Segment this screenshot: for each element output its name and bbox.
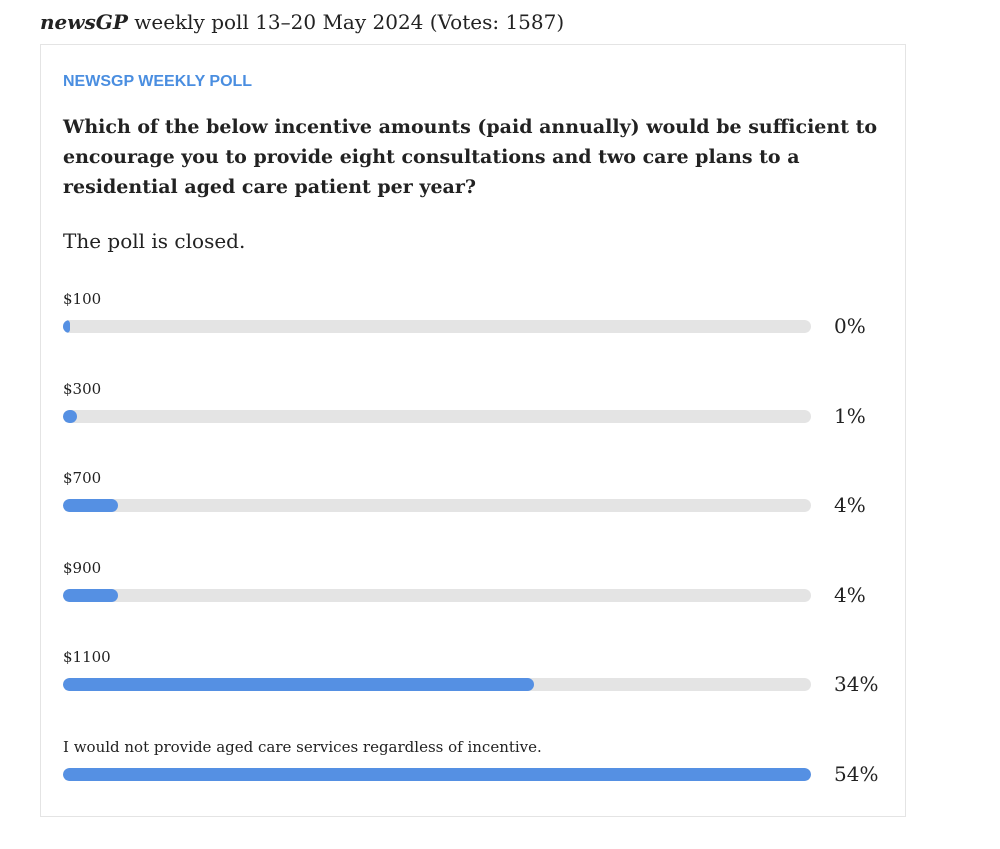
bar-track bbox=[63, 499, 811, 512]
poll-question: Which of the below incentive amounts (pa… bbox=[63, 116, 878, 198]
bar-fill bbox=[63, 767, 811, 781]
poll-label: NEWSGP WEEKLY POLL bbox=[63, 73, 253, 90]
bar-fill bbox=[63, 409, 77, 423]
brand: newsGP bbox=[40, 10, 128, 34]
option-label: $700 bbox=[63, 469, 102, 487]
bar-track bbox=[63, 320, 811, 333]
poll-title: newsGP weekly poll 13–20 May 2024 (Votes… bbox=[40, 10, 564, 34]
bar-fill bbox=[63, 588, 119, 602]
option-label: $100 bbox=[63, 290, 102, 308]
option-label: $300 bbox=[63, 379, 102, 398]
option-label: $900 bbox=[63, 558, 102, 577]
poll-option: I would not provide aged care services r… bbox=[63, 738, 883, 808]
poll-option: $1100 34% bbox=[63, 648, 883, 718]
option-percent: 34% bbox=[834, 672, 879, 696]
poll-card: NEWSGP WEEKLY POLL Which of the below in… bbox=[40, 44, 906, 817]
option-label: I would not provide aged care services r… bbox=[63, 737, 542, 756]
bar-track bbox=[63, 767, 811, 781]
poll-option: $700 4% bbox=[63, 469, 883, 539]
bar-fill bbox=[63, 499, 119, 512]
option-percent: 4% bbox=[834, 493, 866, 517]
option-label: $1100 bbox=[63, 648, 111, 666]
poll-status: The poll is closed. bbox=[63, 229, 246, 253]
poll-option: $100 0% bbox=[63, 290, 883, 360]
bar-fill bbox=[63, 678, 534, 691]
poll-option: $300 1% bbox=[63, 380, 883, 450]
option-percent: 0% bbox=[834, 314, 866, 338]
option-percent: 54% bbox=[834, 761, 879, 786]
bar-track bbox=[63, 588, 811, 602]
option-percent: 1% bbox=[834, 403, 866, 428]
poll-option: $900 4% bbox=[63, 559, 883, 629]
bar-track bbox=[63, 678, 811, 691]
bar-track bbox=[63, 409, 811, 423]
option-percent: 4% bbox=[834, 582, 866, 607]
title-text: weekly poll 13–20 May 2024 (Votes: 1587) bbox=[134, 10, 565, 34]
bar-fill bbox=[63, 320, 70, 333]
